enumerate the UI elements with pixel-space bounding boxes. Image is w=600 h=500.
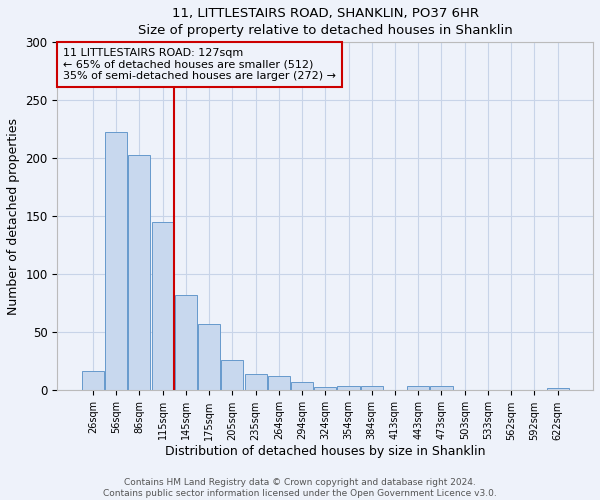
Bar (82, 370, 104, 390)
Bar (152, 222, 173, 390)
Bar (430, 386, 452, 390)
Text: 11 LITTLESTAIRS ROAD: 127sqm
← 65% of detached houses are smaller (512)
35% of s: 11 LITTLESTAIRS ROAD: 127sqm ← 65% of de… (63, 48, 336, 81)
Bar (407, 386, 429, 390)
Bar (268, 376, 290, 390)
Bar (105, 132, 127, 390)
Bar (245, 374, 266, 390)
Title: 11, LITTLESTAIRS ROAD, SHANKLIN, PO37 6HR
Size of property relative to detached : 11, LITTLESTAIRS ROAD, SHANKLIN, PO37 6H… (138, 7, 512, 37)
Bar (221, 360, 244, 390)
Bar (361, 386, 383, 390)
Text: Contains HM Land Registry data © Crown copyright and database right 2024.
Contai: Contains HM Land Registry data © Crown c… (103, 478, 497, 498)
Bar (547, 388, 569, 390)
Bar (198, 324, 220, 390)
Bar (337, 386, 359, 390)
Bar (128, 155, 151, 390)
Bar (314, 387, 337, 390)
X-axis label: Distribution of detached houses by size in Shanklin: Distribution of detached houses by size … (165, 445, 485, 458)
Bar (291, 382, 313, 390)
Y-axis label: Number of detached properties: Number of detached properties (7, 118, 20, 315)
Bar (175, 295, 197, 390)
